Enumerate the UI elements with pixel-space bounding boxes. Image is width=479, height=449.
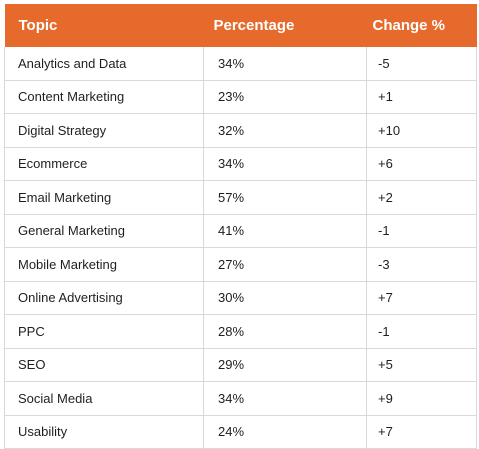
cell-topic: Online Advertising	[4, 281, 204, 315]
cell-topic: Usability	[4, 415, 204, 449]
cell-topic: SEO	[4, 348, 204, 382]
cell-percentage: 28%	[203, 314, 367, 349]
table-body: Analytics and Data 34% -5 Content Marketing…	[4, 47, 477, 449]
cell-topic: Analytics and Data	[4, 47, 204, 81]
cell-percentage: 34%	[203, 147, 367, 181]
cell-topic: Mobile Marketing	[4, 247, 204, 282]
cell-topic: General Marketing	[4, 214, 204, 248]
cell-change: +9	[366, 381, 477, 416]
header-percentage: Percentage	[203, 4, 367, 47]
table-header: Topic Percentage Change %	[4, 4, 477, 47]
cell-percentage: 24%	[203, 415, 367, 449]
cell-topic: Email Marketing	[4, 180, 204, 215]
table-row: Email Marketing 57% +2	[4, 180, 477, 215]
cell-percentage: 32%	[203, 113, 367, 148]
table-row: General Marketing 41% -1	[4, 214, 477, 248]
cell-topic: Digital Strategy	[4, 113, 204, 148]
cell-change: +2	[366, 180, 477, 215]
cell-topic: Content Marketing	[4, 80, 204, 114]
header-row: Topic Percentage Change %	[4, 4, 477, 47]
table-row: PPC 28% -1	[4, 314, 477, 349]
cell-percentage: 34%	[203, 381, 367, 416]
cell-topic: PPC	[4, 314, 204, 349]
cell-percentage: 57%	[203, 180, 367, 215]
table-row: Online Advertising 30% +7	[4, 281, 477, 315]
cell-percentage: 27%	[203, 247, 367, 282]
cell-percentage: 29%	[203, 348, 367, 382]
cell-change: +6	[366, 147, 477, 181]
header-topic: Topic	[4, 4, 204, 47]
cell-change: +7	[366, 281, 477, 315]
table-row: Social Media 34% +9	[4, 381, 477, 416]
cell-percentage: 41%	[203, 214, 367, 248]
table-row: Digital Strategy 32% +10	[4, 113, 477, 148]
table-row: Ecommerce 34% +6	[4, 147, 477, 181]
cell-percentage: 34%	[203, 47, 367, 81]
cell-topic: Ecommerce	[4, 147, 204, 181]
cell-change: +7	[366, 415, 477, 449]
data-table: Topic Percentage Change % Analytics and …	[4, 4, 477, 449]
table-row: Usability 24% +7	[4, 415, 477, 449]
cell-topic: Social Media	[4, 381, 204, 416]
cell-percentage: 23%	[203, 80, 367, 114]
table-row: Analytics and Data 34% -5	[4, 47, 477, 81]
cell-change: +1	[366, 80, 477, 114]
cell-change: -1	[366, 214, 477, 248]
cell-change: +10	[366, 113, 477, 148]
cell-change: -1	[366, 314, 477, 349]
cell-change: -5	[366, 47, 477, 81]
table-row: SEO 29% +5	[4, 348, 477, 382]
table-row: Content Marketing 23% +1	[4, 80, 477, 114]
cell-change: -3	[366, 247, 477, 282]
cell-change: +5	[366, 348, 477, 382]
header-change: Change %	[366, 4, 477, 47]
table-row: Mobile Marketing 27% -3	[4, 247, 477, 282]
cell-percentage: 30%	[203, 281, 367, 315]
